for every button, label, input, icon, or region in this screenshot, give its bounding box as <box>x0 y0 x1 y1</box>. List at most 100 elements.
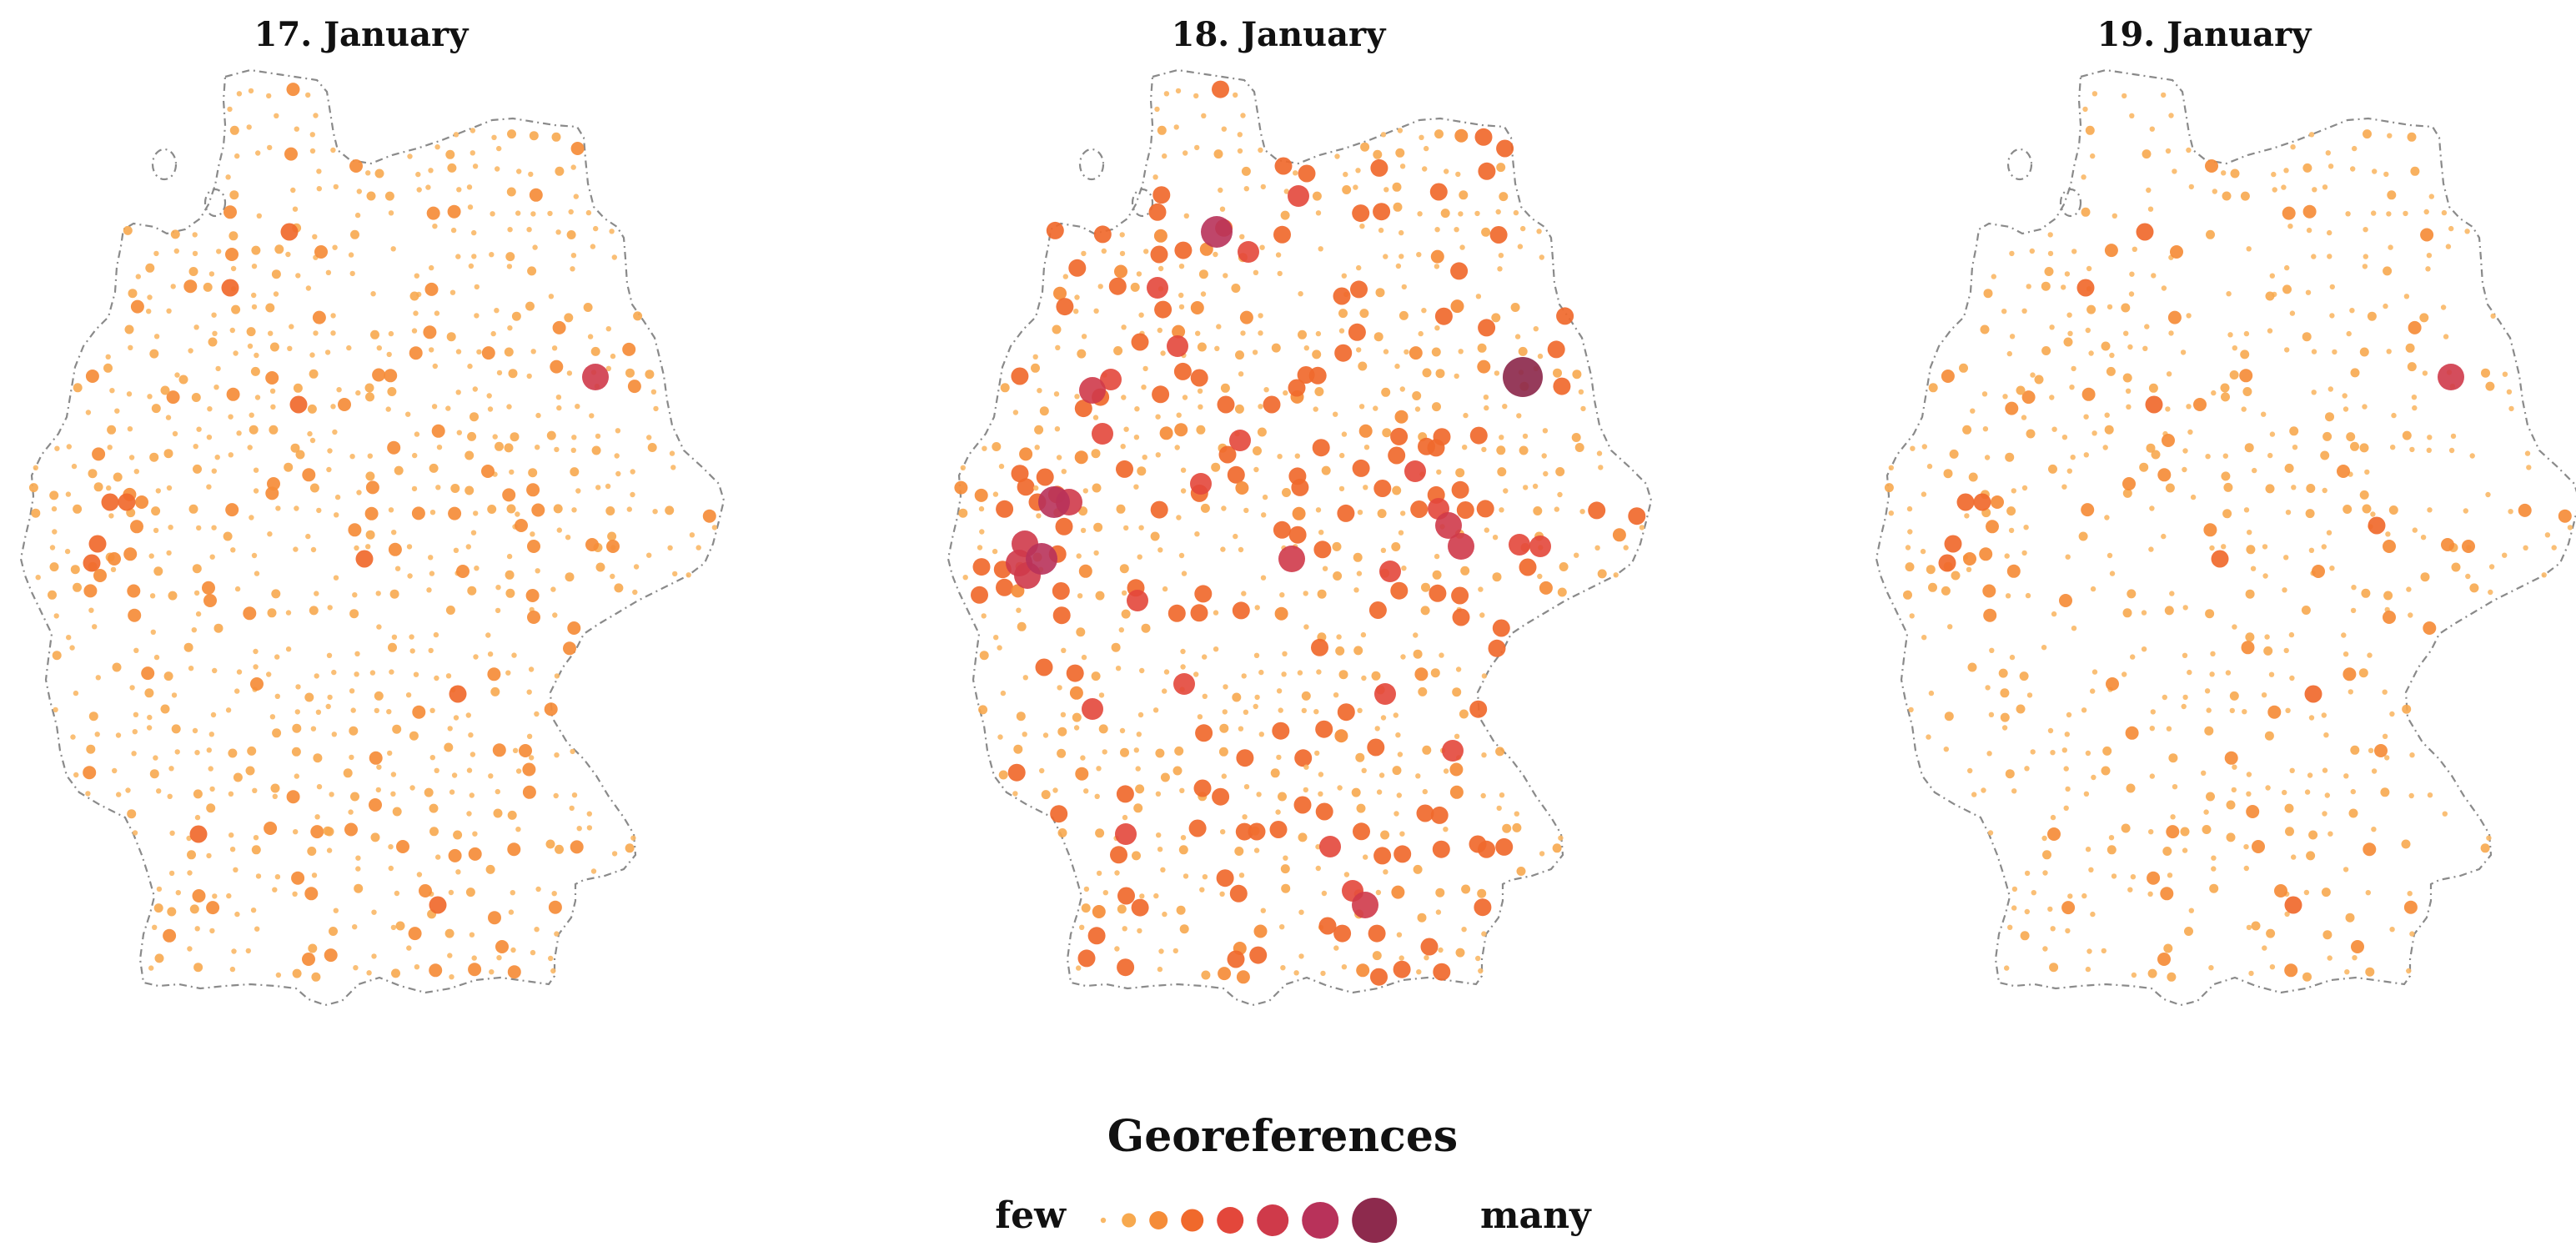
location-dot <box>981 613 987 619</box>
location-dot <box>2351 940 2364 953</box>
location-dot <box>1234 404 1244 414</box>
location-dot <box>365 392 374 402</box>
location-dot <box>2222 509 2232 519</box>
location-dot <box>1594 545 1600 551</box>
location-dot <box>1062 274 1068 279</box>
location-dot <box>1214 345 1220 351</box>
location-dot <box>1097 284 1103 289</box>
location-dot <box>996 500 1014 518</box>
location-dot <box>1413 649 1423 659</box>
location-dot <box>495 940 509 953</box>
location-dot <box>1926 565 1936 575</box>
location-dot <box>1516 867 1526 876</box>
location-dot <box>1370 158 1388 177</box>
location-dot <box>2106 366 2116 376</box>
location-dot <box>530 949 536 956</box>
location-dot <box>1959 363 1968 373</box>
location-dot <box>372 368 386 382</box>
location-dot <box>1434 264 1440 269</box>
location-dot <box>193 963 203 973</box>
location-dot <box>390 791 396 797</box>
location-dot <box>334 512 339 518</box>
location-dot <box>396 840 409 853</box>
location-dot <box>1450 299 1464 314</box>
location-dot <box>431 424 445 438</box>
location-dot <box>2069 385 2075 390</box>
location-dot <box>313 113 319 118</box>
location-dot <box>1142 455 1147 460</box>
location-dot <box>388 330 394 337</box>
location-dot <box>2146 187 2152 194</box>
location-dot <box>1167 604 1186 622</box>
location-dot <box>1523 485 1529 490</box>
location-dot <box>487 406 494 412</box>
location-dot <box>2242 387 2252 396</box>
legend-dot <box>1122 1213 1137 1228</box>
location-dot <box>633 311 643 321</box>
location-dot <box>2343 773 2349 779</box>
location-dot <box>2166 726 2172 732</box>
location-dot <box>1056 455 1062 460</box>
location-dot <box>369 798 382 812</box>
location-dot <box>545 839 555 849</box>
location-dot <box>2208 965 2214 971</box>
location-dot <box>252 787 258 793</box>
location-dot <box>672 571 678 577</box>
location-dot <box>1502 823 1512 833</box>
location-dot <box>133 711 139 717</box>
location-dot <box>1333 411 1338 417</box>
location-dot <box>310 546 317 553</box>
location-dot <box>466 811 472 817</box>
location-dot <box>1076 553 1082 559</box>
location-dot <box>1578 389 1584 395</box>
location-dot <box>1150 245 1168 264</box>
location-dot <box>390 246 396 252</box>
location-dot <box>1963 552 1976 566</box>
location-dot <box>1421 308 1427 314</box>
location-dot <box>2412 405 2418 411</box>
location-dot <box>2232 624 2237 630</box>
location-dot <box>2161 533 2167 540</box>
location-dot <box>1454 227 1459 233</box>
location-dot <box>1273 225 1291 244</box>
location-dot <box>2389 927 2395 933</box>
location-dot <box>2086 265 2092 272</box>
location-dot <box>1454 128 1469 143</box>
location-dot <box>1174 746 1184 756</box>
location-dot <box>1297 670 1303 676</box>
location-dot <box>2047 906 2053 913</box>
location-dot <box>2327 955 2332 961</box>
location-dot <box>1240 113 1246 118</box>
location-dot <box>2101 948 2106 954</box>
location-dot <box>2465 573 2471 580</box>
location-dot <box>156 886 163 892</box>
location-dot <box>1964 513 1970 519</box>
location-dot <box>253 664 259 670</box>
location-dot <box>553 504 563 514</box>
location-dot <box>1190 369 1208 387</box>
location-dot <box>1253 703 1258 710</box>
location-dot <box>1055 517 1073 535</box>
location-dot <box>2144 324 2150 329</box>
location-dot <box>2329 313 2335 319</box>
location-dot <box>2441 538 2454 551</box>
location-dot <box>1147 277 1168 299</box>
location-dot <box>1360 631 1367 638</box>
location-dot <box>1469 426 1488 445</box>
location-dot <box>1941 586 1951 596</box>
location-dot <box>233 350 239 356</box>
location-dot <box>1348 323 1366 341</box>
location-dot <box>468 963 482 977</box>
location-dot <box>253 488 259 494</box>
location-dot <box>1452 687 1462 697</box>
location-dot <box>1163 91 1170 97</box>
legend-dot <box>1217 1207 1244 1234</box>
location-dot <box>294 773 299 779</box>
location-dot <box>647 443 657 452</box>
location-dot <box>73 504 83 514</box>
location-dot <box>1162 586 1168 592</box>
location-dot <box>309 132 315 138</box>
location-dot <box>436 445 443 450</box>
location-dot <box>408 927 422 941</box>
location-dot <box>95 675 102 681</box>
